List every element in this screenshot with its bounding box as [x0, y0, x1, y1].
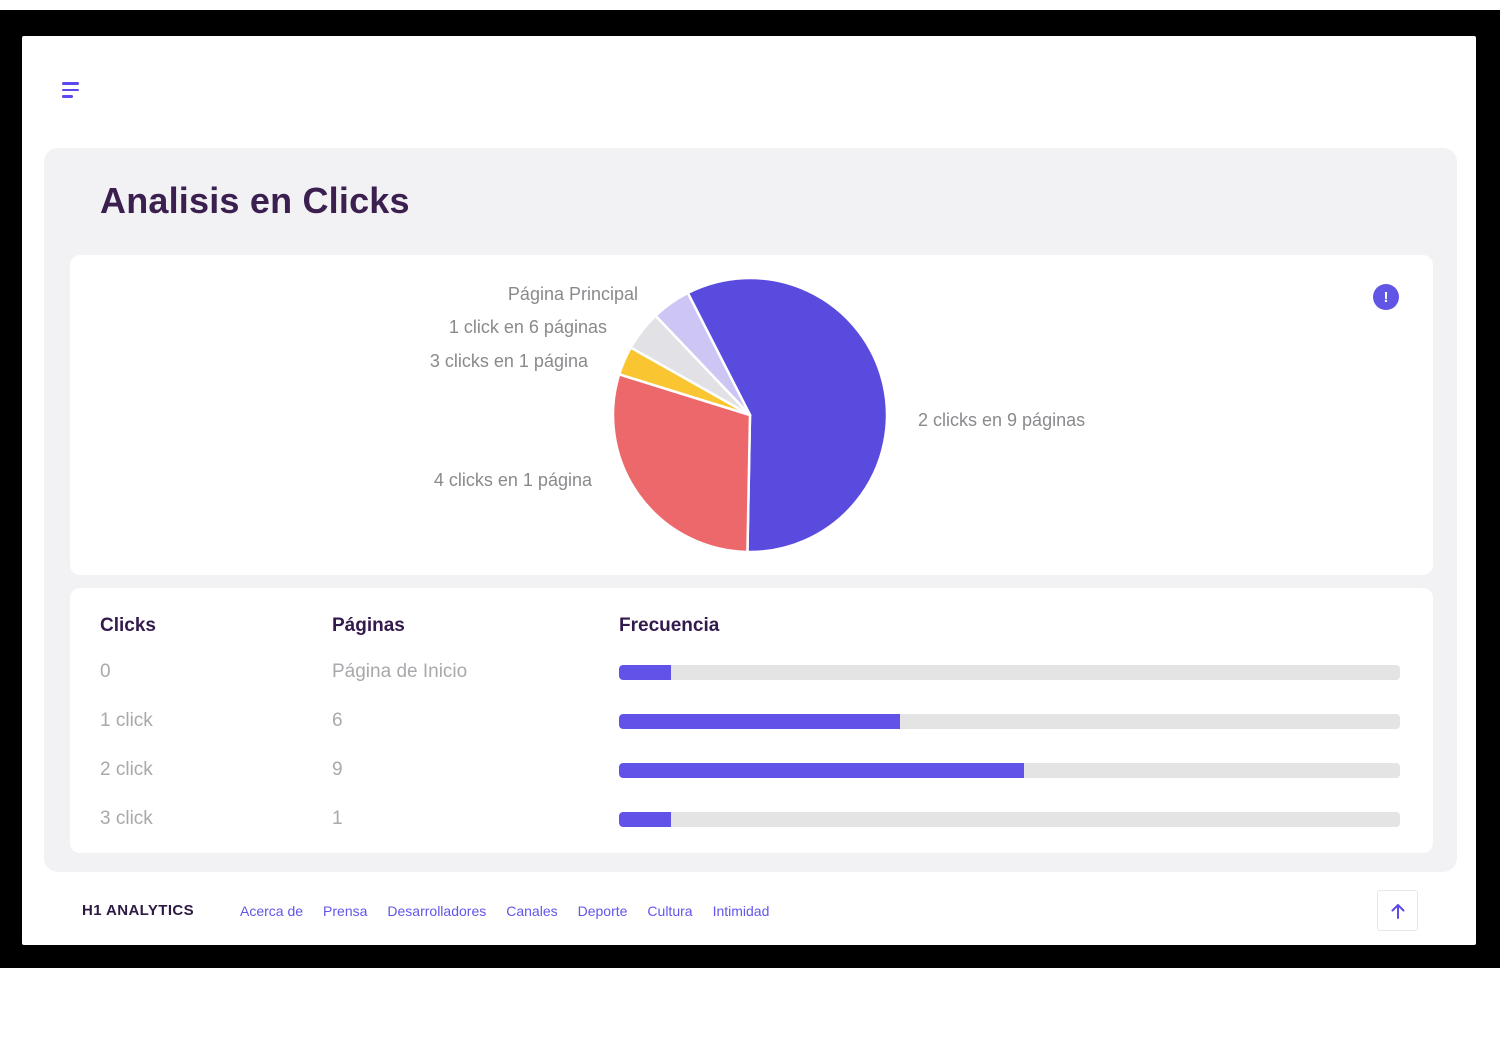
- app-window: Analisis en Clicks Página Principal 1 cl…: [22, 36, 1476, 945]
- table-row-clicks: 3 click: [100, 808, 153, 829]
- frequency-bar: [619, 714, 1400, 729]
- table-row-paginas: Página de Inicio: [332, 661, 468, 682]
- page-title: Analisis en Clicks: [100, 180, 410, 221]
- footer-link-deporte[interactable]: Deporte: [577, 903, 628, 919]
- table-row-clicks: 2 click: [100, 759, 153, 780]
- scroll-to-top-button[interactable]: [1377, 890, 1418, 931]
- frequency-bar: [619, 665, 1400, 680]
- brand-logo: H1 ANALYTICS: [82, 902, 195, 919]
- table-row-paginas: 1: [332, 808, 343, 829]
- table-row-clicks: 0: [100, 661, 111, 682]
- footer-link-acerca-de[interactable]: Acerca de: [240, 903, 304, 919]
- column-header-paginas: Páginas: [332, 615, 405, 636]
- info-icon[interactable]: !: [1373, 284, 1399, 310]
- frequency-bar-fill: [619, 812, 672, 827]
- pie-chart: [611, 276, 889, 554]
- arrow-up-icon: [1391, 903, 1404, 919]
- table-row-clicks: 1 click: [100, 710, 153, 731]
- footer-link-prensa[interactable]: Prensa: [323, 903, 368, 919]
- frequency-bar: [619, 812, 1400, 827]
- table-row-paginas: 9: [332, 759, 343, 780]
- frequency-table-card: Clicks Páginas Frecuencia 0 Página de In…: [70, 588, 1433, 853]
- pie-label-4-clicks: 4 clicks en 1 página: [433, 470, 592, 490]
- pie-label-2-clicks: 2 clicks en 9 páginas: [918, 410, 1086, 430]
- column-header-frecuencia: Frecuencia: [619, 615, 720, 636]
- main-panel: Analisis en Clicks Página Principal 1 cl…: [44, 148, 1457, 872]
- pie-label-1-click: 1 click en 6 páginas: [448, 317, 607, 337]
- pie-chart-card: Página Principal 1 click en 6 páginas 3 …: [70, 255, 1433, 575]
- frequency-bar-fill: [619, 763, 1024, 778]
- footer-link-intimidad[interactable]: Intimidad: [712, 903, 770, 919]
- column-header-clicks: Clicks: [100, 615, 156, 636]
- menu-button[interactable]: [56, 76, 90, 108]
- menu-icon: [62, 82, 79, 85]
- footer-nav: Acerca de Prensa Desarrolladores Canales…: [240, 903, 769, 919]
- frequency-bar-fill: [619, 665, 672, 680]
- pie-slice: [686, 276, 889, 554]
- frequency-bar: [619, 763, 1400, 778]
- pie-slice: [654, 291, 752, 417]
- footer-link-desarrolladores[interactable]: Desarrolladores: [387, 903, 487, 919]
- footer-link-canales[interactable]: Canales: [506, 903, 558, 919]
- pie-label-pagina-principal: Página Principal: [507, 284, 638, 304]
- pie-label-3-clicks: 3 clicks en 1 página: [429, 351, 588, 371]
- footer-link-cultura[interactable]: Cultura: [647, 903, 693, 919]
- table-row-paginas: 6: [332, 710, 343, 731]
- pie-slice: [611, 373, 752, 554]
- frequency-bar-fill: [619, 714, 901, 729]
